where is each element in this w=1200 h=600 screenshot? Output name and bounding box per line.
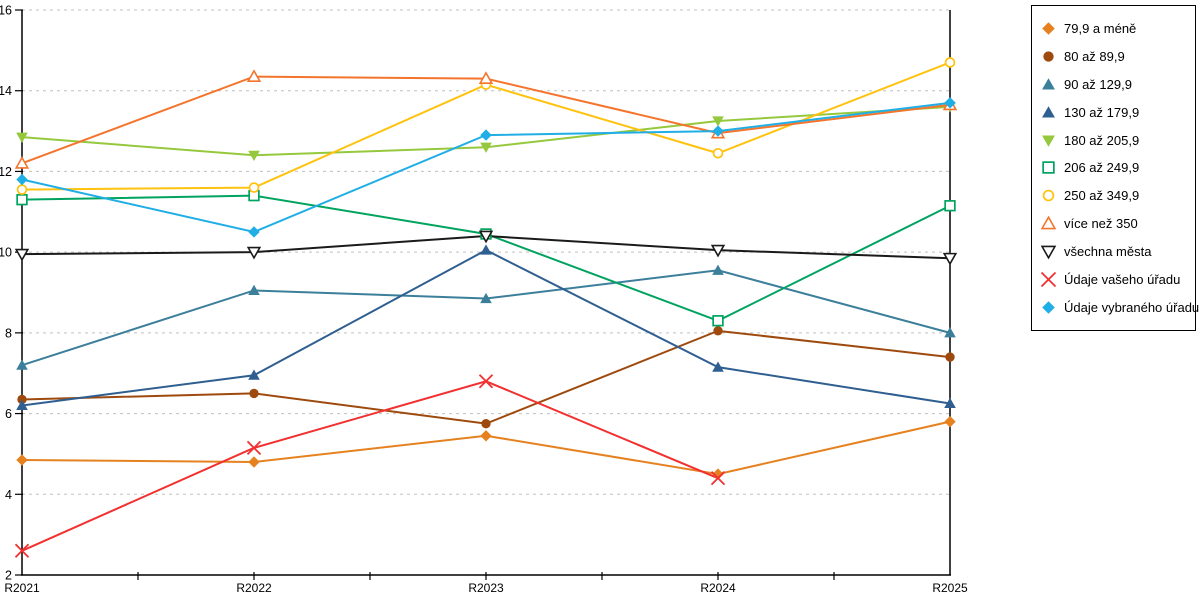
y-tick-label: 14 (0, 84, 12, 98)
x-tick-label: R2023 (468, 581, 504, 595)
legend-label: 80 až 89,9 (1064, 48, 1125, 64)
circle-icon (1042, 190, 1055, 202)
legend-label: více než 350 (1064, 216, 1138, 232)
legend-label: 90 až 129,9 (1064, 76, 1132, 92)
x-icon (1040, 271, 1057, 288)
legend-item: Údaje vašeho úřadu (1040, 271, 1191, 288)
legend-item: 79,9 a méně (1040, 20, 1191, 37)
x-tick-label: R2021 (4, 581, 40, 595)
legend-label: 250 až 349,9 (1064, 188, 1140, 204)
legend-item: 180 až 205,9 (1040, 132, 1191, 149)
legend-label: Údaje vybraného úřadu (1064, 299, 1200, 315)
legend-item: všechna města (1040, 243, 1191, 260)
y-tick-label: 12 (0, 165, 12, 179)
y-tick-label: 4 (5, 488, 12, 502)
x-tick-label: R2025 (932, 581, 968, 595)
legend-label: Údaje vašeho úřadu (1064, 272, 1181, 288)
x-tick-label: R2022 (236, 581, 272, 595)
y-tick-label: 2 (5, 569, 12, 583)
legend-item: 80 až 89,9 (1040, 48, 1191, 65)
triangle-up-icon (1042, 77, 1055, 90)
x-tick-label: R2024 (700, 581, 736, 595)
y-tick-label: 16 (0, 4, 12, 18)
legend-item: Údaje vybraného úřadu (1040, 299, 1199, 316)
legend-item: 250 až 349,9 (1040, 187, 1191, 204)
legend: 79,9 a méně 80 až 89,9 90 až 129,9 130 a… (1031, 5, 1199, 331)
circle-icon (1043, 51, 1054, 62)
legend-item: 90 až 129,9 (1040, 76, 1191, 93)
triangle-down-icon (1040, 245, 1057, 260)
y-tick-label: 10 (0, 246, 12, 260)
legend-label: 130 až 179,9 (1064, 104, 1140, 120)
legend-label: všechna města (1064, 244, 1152, 260)
triangle-down-icon (1042, 134, 1055, 147)
legend-label: 206 až 249,9 (1064, 160, 1140, 176)
legend-item: 206 až 249,9 (1040, 159, 1191, 176)
y-tick-label: 6 (5, 407, 12, 421)
legend-item: 130 až 179,9 (1040, 104, 1191, 121)
diamond-icon (1042, 22, 1055, 35)
square-icon (1042, 161, 1055, 175)
legend-item: více než 350 (1040, 215, 1191, 232)
triangle-up-icon (1040, 215, 1057, 230)
diamond-icon (1042, 301, 1055, 314)
legend-label: 79,9 a méně (1064, 20, 1137, 36)
y-tick-label: 8 (5, 326, 12, 340)
legend-label: 180 až 205,9 (1064, 132, 1140, 148)
triangle-up-icon (1042, 105, 1055, 118)
